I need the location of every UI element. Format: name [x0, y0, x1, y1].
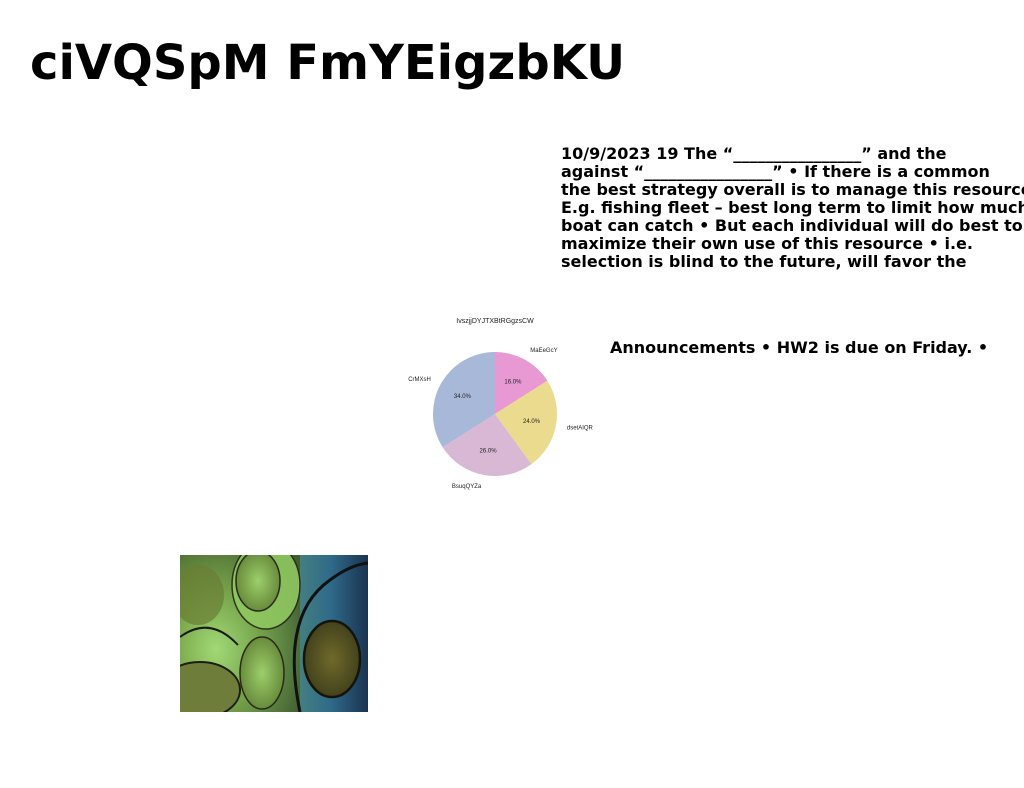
pie-category-label: dsetAIQR [567, 426, 594, 432]
pie-slice-dsetAIQR [495, 380, 557, 465]
announcements-text: Announcements • HW2 is due on Friday. • [610, 338, 989, 357]
body-line: selection is blind to the future, will f… [561, 253, 967, 271]
body-line: E.g. fishing fleet – best long term to l… [561, 199, 1024, 217]
body-line: against “________________” • If there is… [561, 163, 990, 181]
pie-value-label: 34.0% [454, 394, 472, 400]
pie-category-label: MaEeGcY [530, 348, 557, 354]
body-line: 10/9/2023 19 The “________________” and … [561, 145, 947, 163]
photo-svg [180, 555, 368, 712]
pie-value-label: 26.0% [480, 449, 498, 455]
pie-slice-BsuqQYZa [442, 414, 532, 476]
body-line: boat can catch • But each individual wil… [561, 217, 1023, 235]
pie-value-label: 16.0% [504, 379, 522, 385]
body-text: 10/9/2023 19 The “________________” and … [561, 145, 1024, 271]
pie-slice-MaEeGcY [495, 352, 548, 414]
body-line: the best strategy overall is to manage t… [561, 181, 1024, 199]
abstract-green-bubbles-image [180, 555, 368, 712]
slide-title: ciVQSpM FmYEigzbKU [30, 35, 626, 91]
body-line: maximize their own use of this resource … [561, 235, 973, 253]
pie-value-label: 24.0% [523, 419, 541, 425]
pie-category-label: BsuqQYZa [452, 484, 482, 490]
pie-chart-svg: IvszjjDYJTXBtRGgzsCW 16.0% MaEeGcY 24.0% ds… [408, 318, 594, 490]
pie-category-label: CrMXsH [408, 377, 431, 383]
chart-title: IvszjjDYJTXBtRGgzsCW [456, 318, 534, 325]
pie-chart: IvszjjDYJTXBtRGgzsCW 16.0% MaEeGcY 24.0% ds… [405, 310, 595, 510]
pie-slice-CrMXsH [433, 352, 495, 448]
